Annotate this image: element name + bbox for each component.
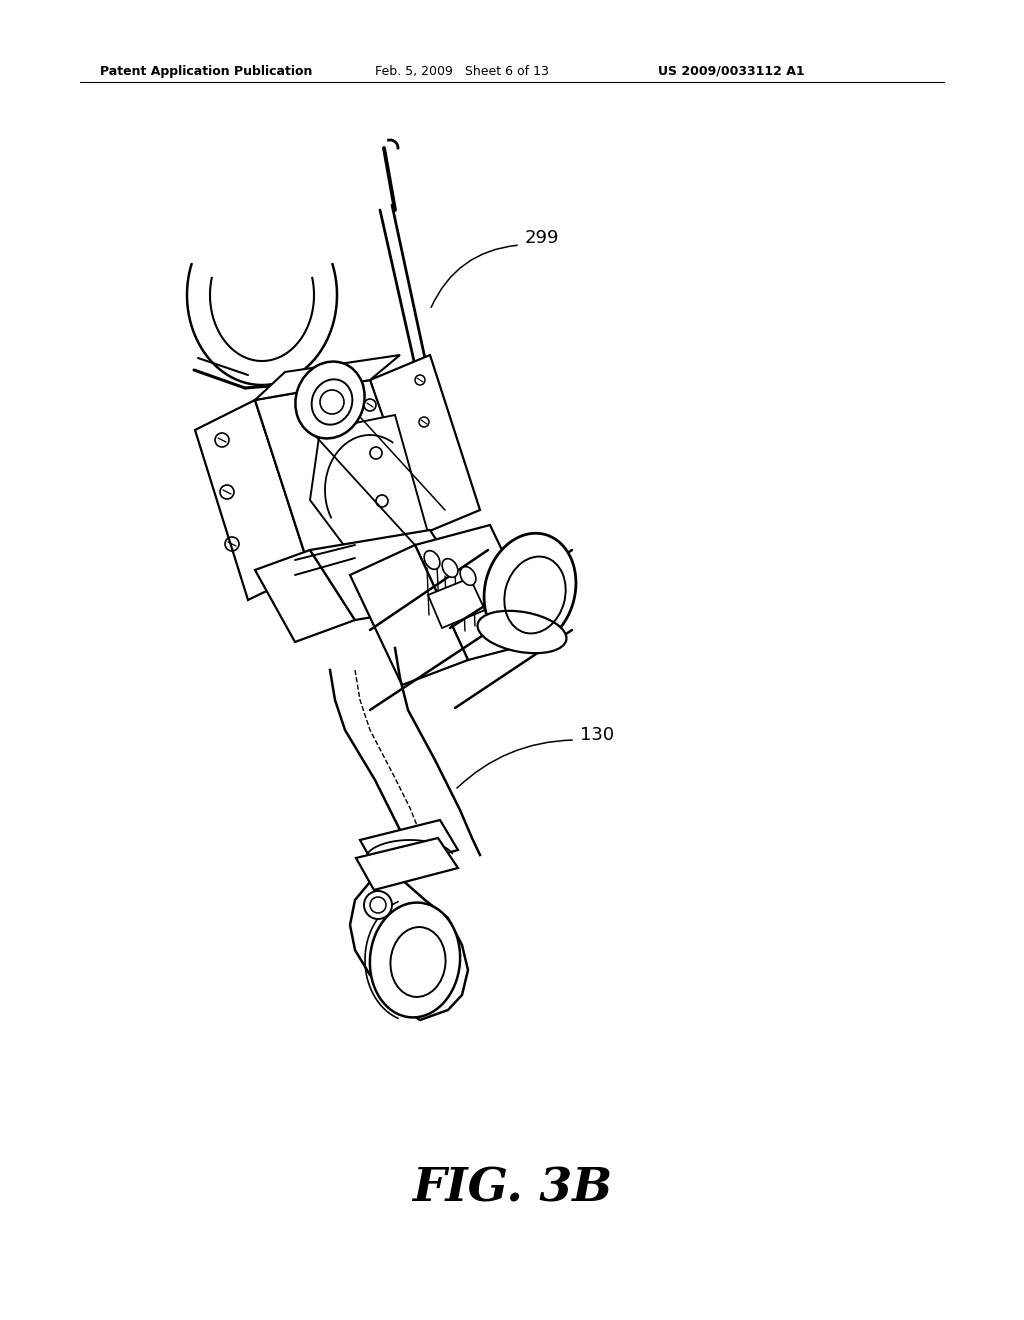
Polygon shape <box>415 525 545 660</box>
Text: Patent Application Publication: Patent Application Publication <box>100 65 312 78</box>
Text: US 2009/0033112 A1: US 2009/0033112 A1 <box>658 65 805 78</box>
Polygon shape <box>310 531 475 620</box>
Polygon shape <box>360 820 458 873</box>
Ellipse shape <box>424 550 440 569</box>
Text: Feb. 5, 2009   Sheet 6 of 13: Feb. 5, 2009 Sheet 6 of 13 <box>375 65 549 78</box>
Polygon shape <box>370 355 480 535</box>
Ellipse shape <box>484 533 575 647</box>
Text: 299: 299 <box>525 228 559 247</box>
Polygon shape <box>255 550 355 642</box>
Ellipse shape <box>477 611 566 653</box>
Ellipse shape <box>460 566 476 585</box>
Polygon shape <box>255 380 430 570</box>
Polygon shape <box>310 414 430 560</box>
Polygon shape <box>350 545 468 685</box>
Circle shape <box>364 891 392 919</box>
Text: FIG. 3B: FIG. 3B <box>412 1166 612 1210</box>
Ellipse shape <box>295 362 365 438</box>
Polygon shape <box>428 578 485 628</box>
Polygon shape <box>356 838 458 890</box>
Ellipse shape <box>370 903 460 1018</box>
Ellipse shape <box>442 558 458 577</box>
Polygon shape <box>255 355 400 400</box>
Polygon shape <box>195 400 310 601</box>
Text: 130: 130 <box>580 726 614 744</box>
